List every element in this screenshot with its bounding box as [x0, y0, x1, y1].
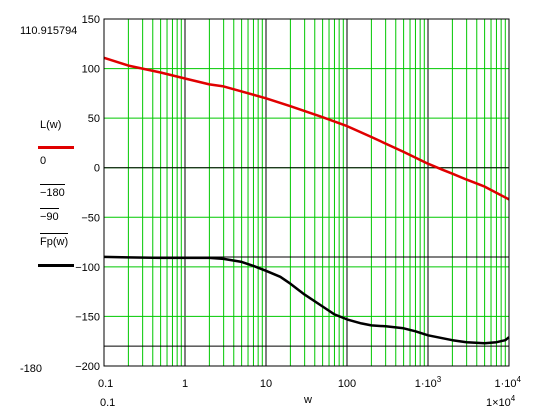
- y-tick-label: −150: [75, 311, 100, 323]
- x-tick-label: 100: [338, 378, 356, 390]
- x-tick-label: 10: [260, 378, 272, 390]
- legend-label-Fp: Fp(w): [40, 233, 69, 248]
- series-line-Fp: [103, 255, 510, 345]
- y-tick-label: 150: [82, 14, 100, 26]
- x-tick-label: 1: [182, 378, 188, 390]
- legend-label-zero: 0: [40, 155, 47, 167]
- y-tick-label: −50: [81, 212, 100, 224]
- x-tick-label: 1·104: [495, 375, 522, 390]
- x-tick-labels: 0.1 1 10 100 1·103 1·104: [98, 375, 522, 390]
- y-tick-label: −200: [75, 361, 100, 373]
- y-top-annotation: 110.915794: [20, 25, 77, 37]
- legend-swatch-Fp: [38, 264, 74, 267]
- plot-frame: [103, 18, 510, 367]
- y-tick-label: −100: [75, 262, 100, 274]
- legend-swatch-L: [38, 146, 74, 149]
- y-tick-labels: 150 100 50 0 −50 −100 −150 −200: [75, 14, 100, 373]
- x-tick-label: 1·103: [415, 375, 442, 390]
- y-bottom-annotation: -180: [20, 363, 42, 375]
- x-left-annotation: 0.1: [100, 397, 115, 409]
- x-tick-label: 0.1: [98, 378, 113, 390]
- y-tick-label: 0: [94, 163, 100, 175]
- series-line-L: [103, 56, 510, 201]
- y-tick-label: 100: [82, 64, 100, 76]
- legend-label-minus90: −90: [40, 208, 59, 223]
- grid: [103, 18, 509, 367]
- legend-label-L: L(w): [40, 119, 62, 131]
- x-right-annotation: 1×104: [486, 394, 516, 409]
- y-tick-label: 50: [88, 113, 100, 125]
- series-lines: [103, 56, 510, 345]
- legend-label-minus180: −180: [40, 184, 65, 199]
- x-axis-label: w: [303, 394, 312, 406]
